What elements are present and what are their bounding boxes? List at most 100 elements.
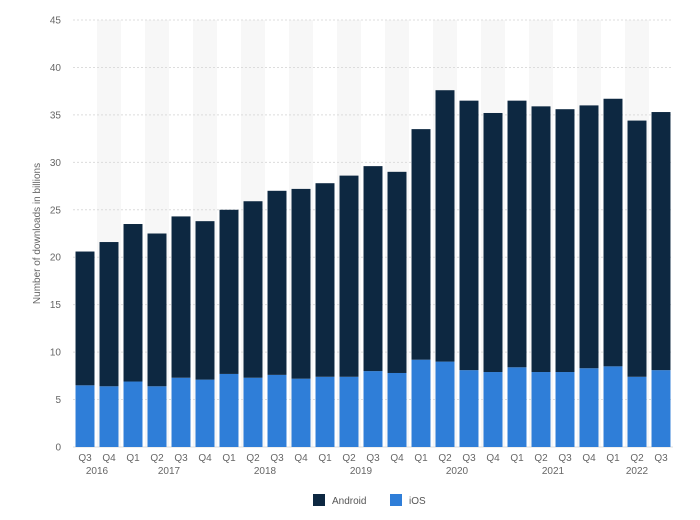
x-tick-label: Q1 [126,453,140,464]
legend-swatch-ios [390,494,402,506]
bar-android-21 [579,105,599,369]
y-tick-label: 30 [50,158,62,169]
year-label: 2020 [446,466,469,477]
y-tick-label: 45 [50,16,62,27]
x-tick-label: Q3 [270,453,284,464]
x-tick-label: Q3 [174,453,188,464]
y-axis-title: Number of downloads in billions [32,163,43,304]
bar-ios-3 [147,386,167,447]
x-axis-year-labels: 2016 2017 2018 2019 2020 2021 2022 [86,466,649,477]
x-tick-label: Q4 [390,453,404,464]
bar-android-18 [507,100,527,368]
bar-ios-22 [603,366,623,447]
y-tick-label: 40 [50,63,62,74]
x-tick-label: Q3 [462,453,476,464]
x-tick-label: Q1 [606,453,620,464]
bar-ios-1 [99,386,119,447]
legend-label-android: Android [332,496,366,507]
y-tick-label: 20 [50,253,62,264]
bar-android-19 [531,106,551,373]
x-tick-label: Q1 [414,453,428,464]
x-tick-label: Q1 [510,453,524,464]
bar-ios-10 [315,376,335,447]
bar-android-9 [291,188,311,379]
bar-android-5 [195,221,215,380]
bar-ios-23 [627,376,647,447]
bar-android-7 [243,201,263,378]
bar-ios-18 [507,367,527,447]
bar-android-13 [387,171,407,373]
bar-ios-9 [291,378,311,447]
x-tick-label: Q1 [222,453,236,464]
bar-ios-5 [195,379,215,447]
y-tick-label: 35 [50,110,62,121]
bar-ios-15 [435,361,455,447]
year-label: 2019 [350,466,373,477]
bar-android-11 [339,175,359,377]
year-label: 2021 [542,466,565,477]
bar-ios-8 [267,374,287,447]
bar-ios-0 [75,385,95,447]
bar-android-14 [411,129,431,360]
legend-swatch-android [313,494,325,506]
x-tick-label: Q4 [102,453,116,464]
x-tick-label: Q4 [198,453,212,464]
bar-android-0 [75,251,95,386]
bar-ios-4 [171,377,191,447]
x-tick-label: Q3 [558,453,572,464]
bar-android-6 [219,209,239,374]
bar-ios-2 [123,381,143,447]
x-tick-label: Q2 [342,453,356,464]
bar-android-15 [435,90,455,362]
bar-ios-14 [411,359,431,447]
bar-android-12 [363,166,383,372]
x-tick-label: Q2 [246,453,260,464]
bar-android-16 [459,100,479,371]
x-tick-label: Q3 [78,453,92,464]
y-tick-label: 15 [50,300,62,311]
bar-android-23 [627,120,647,377]
year-label: 2018 [254,466,277,477]
x-tick-label: Q2 [438,453,452,464]
bar-ios-11 [339,376,359,447]
bar-ios-21 [579,368,599,447]
x-tick-label: Q1 [318,453,332,464]
legend: Android iOS [313,494,426,507]
x-tick-label: Q2 [150,453,164,464]
x-tick-label: Q3 [654,453,668,464]
bar-ios-17 [483,372,503,447]
bars [75,90,671,447]
bar-ios-7 [243,377,263,447]
bar-android-8 [267,190,287,375]
bar-android-17 [483,112,503,373]
bar-ios-16 [459,370,479,447]
x-axis-ticks: Q3 Q4 Q1 Q2 Q3 Q4 Q1 Q2 Q3 Q4 Q1 Q2 Q3 Q4 Q1 Q2 Q3 Q4 Q1 Q2… [78,453,668,464]
y-tick-label: 10 [50,348,62,359]
legend-label-ios: iOS [409,496,426,507]
x-tick-label: Q2 [630,453,644,464]
x-tick-label: Q4 [294,453,308,464]
bar-ios-6 [219,373,239,447]
bar-android-24 [651,112,671,371]
bar-ios-20 [555,372,575,447]
y-tick-label: 0 [55,443,61,454]
x-tick-label: Q3 [366,453,380,464]
y-tick-label: 25 [50,205,62,216]
bar-android-22 [603,98,623,367]
x-tick-label: Q2 [534,453,548,464]
bar-android-2 [123,224,143,382]
x-tick-label: Q4 [486,453,500,464]
y-axis-ticks: 0 5 10 15 20 25 30 35 40 45 [50,16,62,454]
bar-ios-12 [363,371,383,447]
bar-android-1 [99,242,119,387]
bar-android-10 [315,183,335,377]
bar-android-3 [147,233,167,387]
y-tick-label: 5 [55,395,61,406]
year-label: 2016 [86,466,109,477]
bar-android-20 [555,109,575,373]
bar-android-4 [171,216,191,378]
year-label: 2017 [158,466,181,477]
bar-ios-19 [531,372,551,447]
